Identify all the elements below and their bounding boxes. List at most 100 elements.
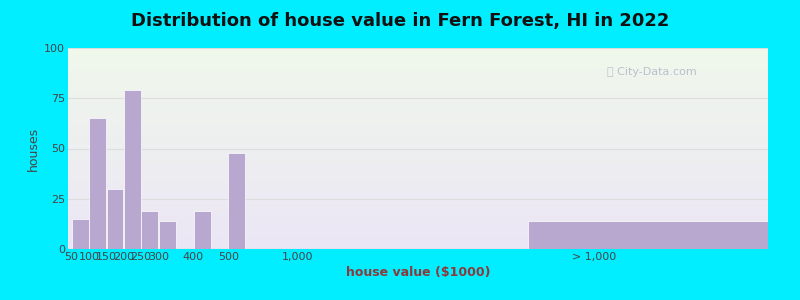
Bar: [68, 113, 768, 114]
Bar: [159, 221, 176, 249]
Bar: [68, 122, 768, 123]
Bar: [68, 132, 768, 133]
Bar: [68, 127, 768, 128]
Bar: [68, 100, 768, 101]
Bar: [68, 216, 768, 217]
Bar: [68, 198, 768, 199]
Bar: [89, 118, 106, 249]
Bar: [68, 205, 768, 206]
Bar: [68, 54, 768, 55]
Bar: [68, 155, 768, 156]
Bar: [68, 150, 768, 151]
Bar: [68, 189, 768, 190]
Bar: [68, 131, 768, 132]
Bar: [68, 92, 768, 93]
Bar: [68, 148, 768, 149]
Bar: [68, 174, 768, 175]
Bar: [68, 80, 768, 81]
Bar: [68, 128, 768, 129]
Bar: [68, 104, 768, 105]
Bar: [68, 239, 768, 240]
Bar: [68, 129, 768, 130]
Bar: [68, 156, 768, 157]
Bar: [68, 172, 768, 173]
Bar: [68, 133, 768, 134]
Bar: [68, 182, 768, 183]
Bar: [68, 140, 768, 141]
Bar: [68, 217, 768, 218]
Bar: [68, 164, 768, 165]
Bar: [68, 192, 768, 193]
Bar: [68, 169, 768, 170]
Bar: [68, 57, 768, 58]
Bar: [68, 63, 768, 64]
Bar: [68, 178, 768, 179]
Bar: [68, 95, 768, 96]
Bar: [68, 168, 768, 169]
Bar: [68, 116, 768, 117]
Bar: [68, 52, 768, 53]
Bar: [68, 190, 768, 191]
Bar: [68, 126, 768, 127]
Bar: [68, 224, 768, 225]
Bar: [68, 160, 768, 161]
Bar: [68, 118, 768, 119]
Bar: [68, 202, 768, 203]
Bar: [68, 107, 768, 108]
Bar: [68, 61, 768, 62]
Bar: [68, 139, 768, 140]
Bar: [68, 98, 768, 99]
Bar: [68, 77, 768, 78]
Bar: [68, 97, 768, 98]
Bar: [68, 191, 768, 192]
Bar: [68, 193, 768, 194]
Bar: [68, 212, 768, 213]
Bar: [68, 147, 768, 148]
Bar: [68, 67, 768, 68]
Bar: [68, 232, 768, 233]
Bar: [68, 161, 768, 162]
Bar: [68, 103, 768, 104]
Bar: [68, 163, 768, 164]
Bar: [68, 201, 768, 202]
Bar: [68, 145, 768, 146]
Bar: [68, 158, 768, 159]
Bar: [229, 152, 246, 249]
Bar: [68, 75, 768, 76]
Bar: [68, 171, 768, 172]
Bar: [68, 238, 768, 239]
Bar: [68, 76, 768, 77]
Bar: [68, 154, 768, 155]
Bar: [68, 162, 768, 163]
Bar: [68, 130, 768, 131]
X-axis label: house value ($1000): house value ($1000): [346, 266, 490, 279]
Bar: [68, 221, 768, 222]
Bar: [68, 213, 768, 214]
Bar: [68, 58, 768, 59]
Bar: [68, 176, 768, 177]
Bar: [68, 87, 768, 88]
Bar: [68, 175, 768, 176]
Bar: [68, 247, 768, 248]
Bar: [68, 226, 768, 227]
Bar: [124, 90, 141, 249]
Bar: [68, 53, 768, 54]
Bar: [68, 101, 768, 102]
Bar: [68, 90, 768, 91]
Bar: [142, 211, 158, 249]
Bar: [68, 143, 768, 144]
Bar: [68, 223, 768, 224]
Bar: [68, 165, 768, 166]
Bar: [68, 59, 768, 60]
Bar: [68, 244, 768, 245]
Y-axis label: houses: houses: [27, 126, 40, 171]
Bar: [68, 230, 768, 231]
Text: ⓘ City-Data.com: ⓘ City-Data.com: [607, 67, 697, 77]
Bar: [68, 96, 768, 97]
Bar: [68, 50, 768, 51]
Bar: [68, 152, 768, 153]
Bar: [68, 114, 768, 115]
Bar: [68, 245, 768, 246]
Bar: [68, 177, 768, 178]
Bar: [68, 218, 768, 219]
